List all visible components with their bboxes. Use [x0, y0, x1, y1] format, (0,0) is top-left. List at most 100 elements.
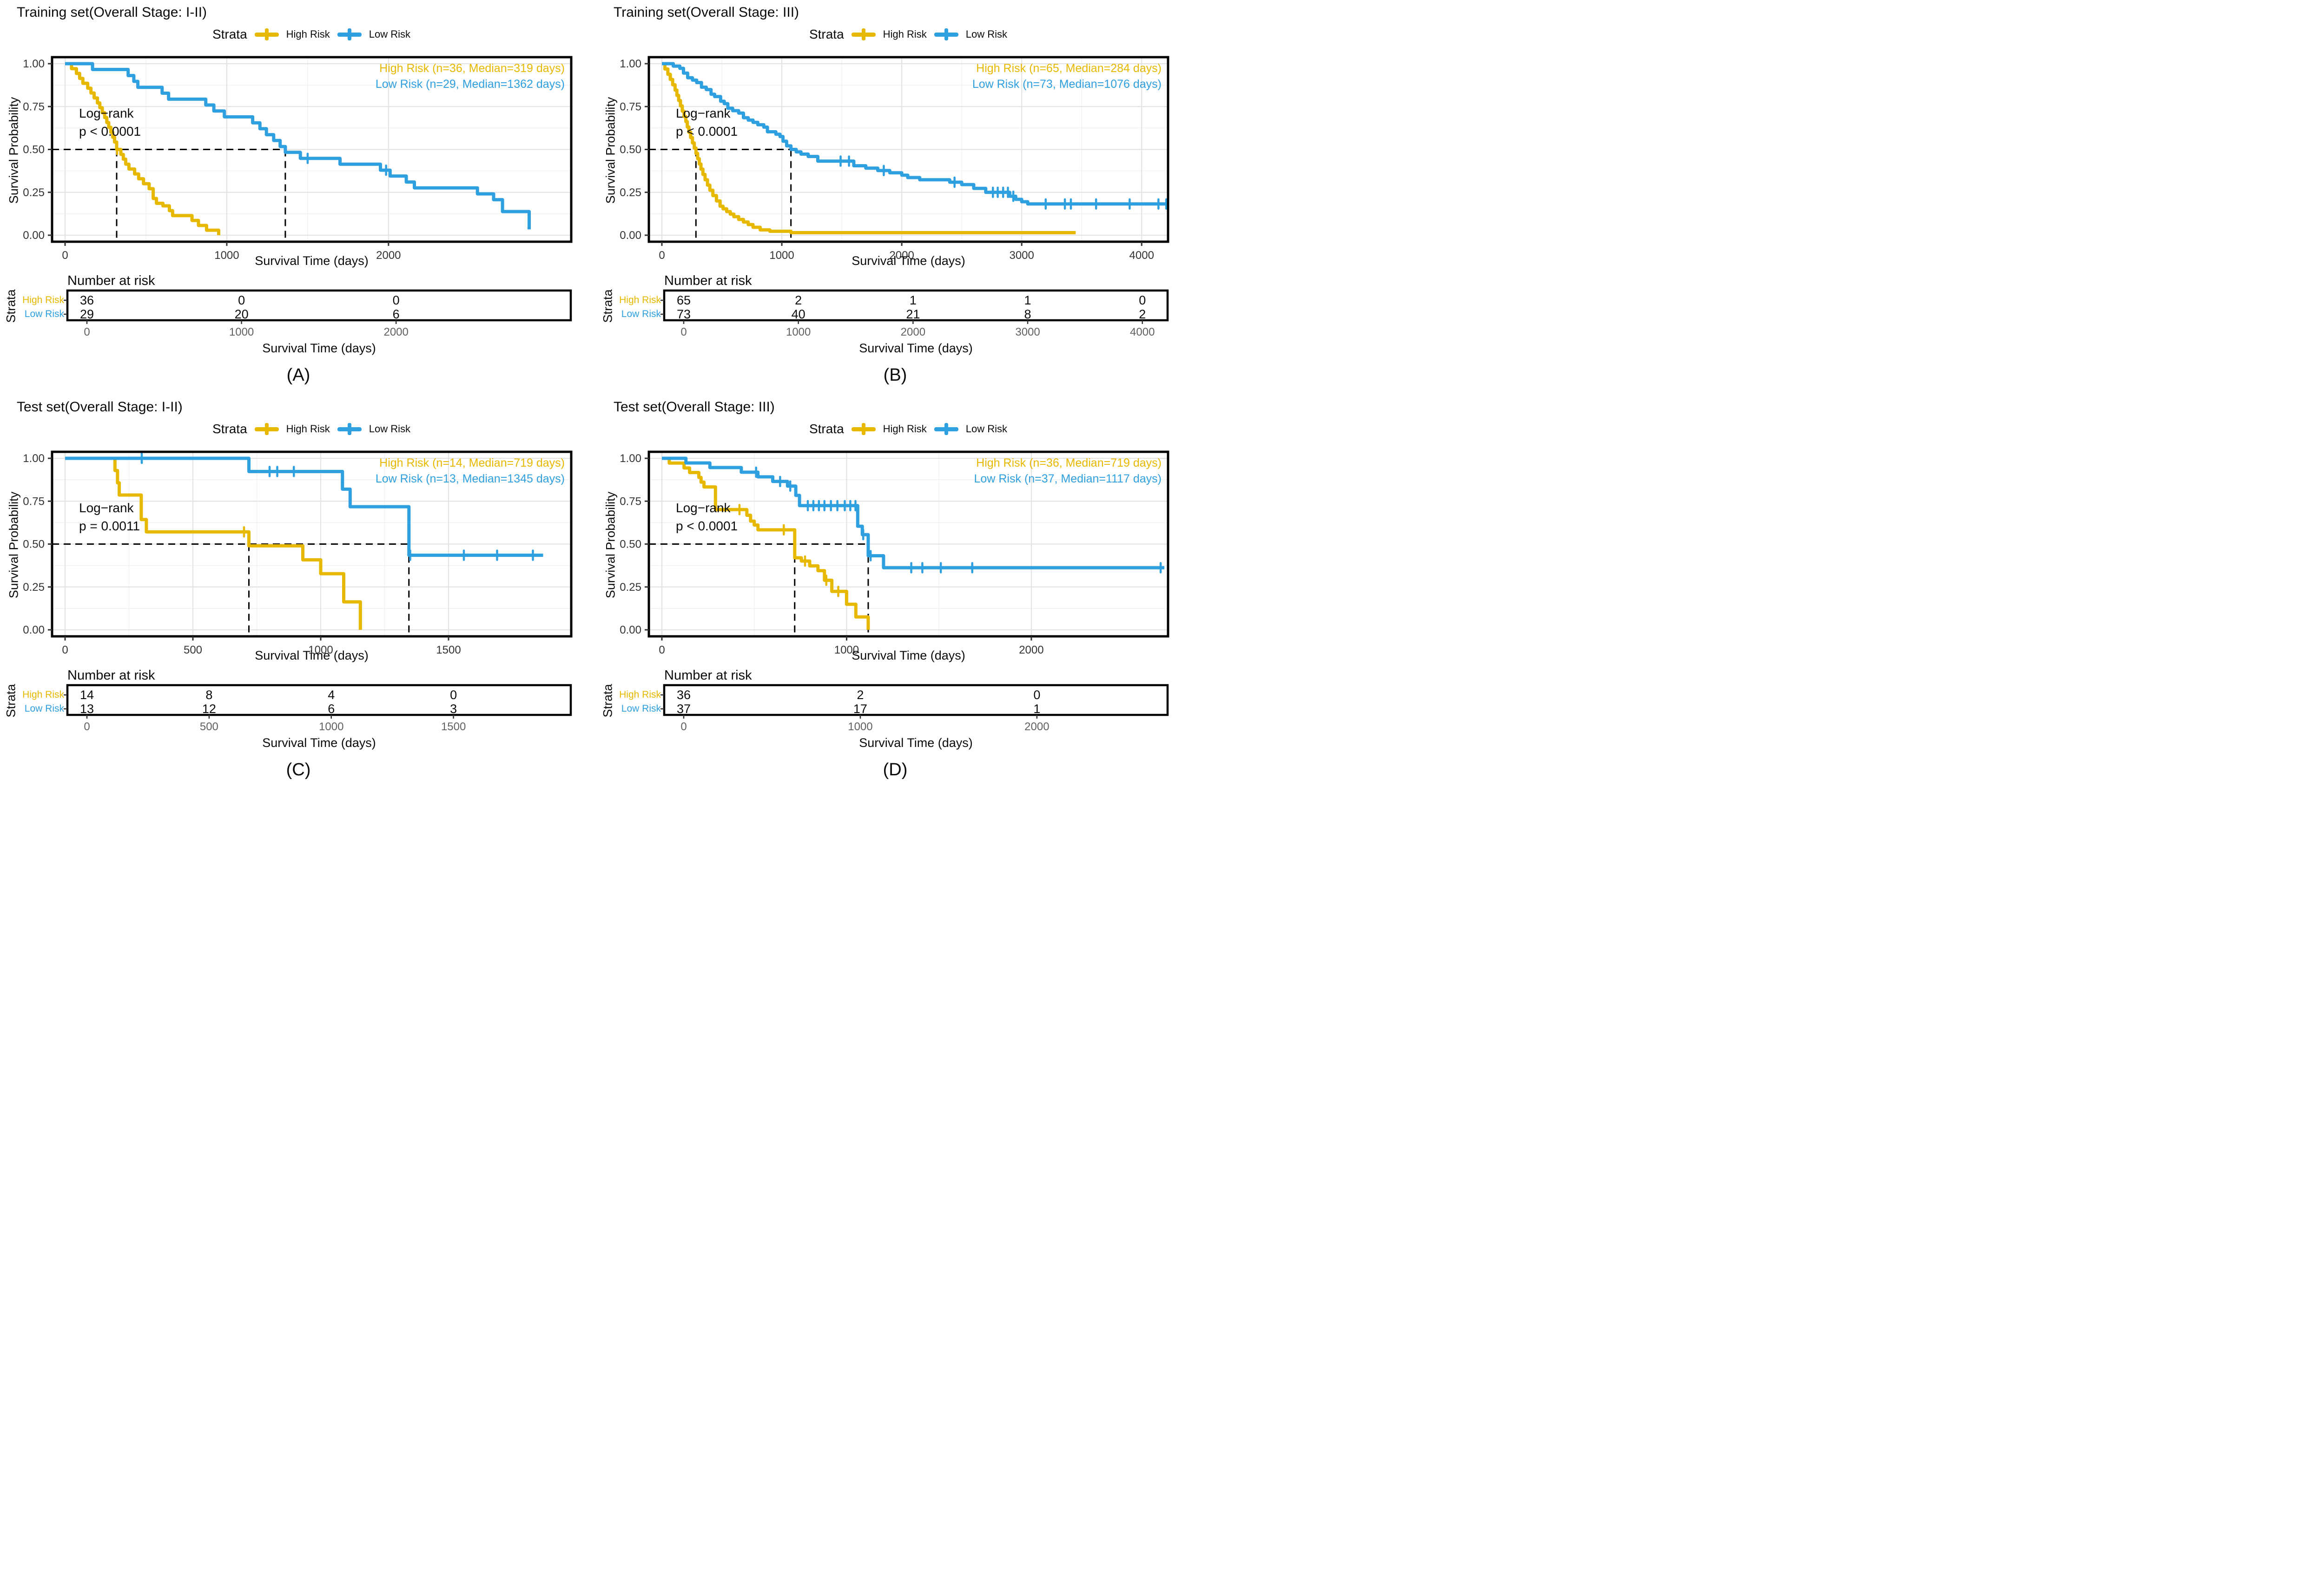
- panel-letter: (C): [286, 760, 311, 780]
- risk-x-tick-label: 1000: [848, 720, 872, 733]
- high-risk-legend-key-icon: [254, 27, 279, 41]
- risk-x-axis-label: Survival Time (days): [262, 341, 376, 355]
- x-tick-label: 1000: [214, 249, 239, 262]
- x-tick-label: 0: [62, 249, 68, 262]
- risk-row-label-low: Low Risk: [24, 309, 64, 319]
- risk-x-tick-label: 2000: [901, 326, 925, 338]
- risk-row-label-high: High Risk: [22, 689, 64, 700]
- risk-count-value: 2: [857, 688, 864, 702]
- risk-table-frame: [663, 684, 1169, 716]
- x-tick-label: 1000: [834, 644, 859, 656]
- median-annotations: High Risk (n=14, Median=719 days) Low Ri…: [376, 455, 565, 487]
- panel-letter: (A): [286, 365, 310, 385]
- logrank-annotation: Log−rank p = 0.0011: [79, 499, 140, 535]
- y-tick-label: 1.00: [23, 452, 45, 465]
- risk-count-value: 37: [677, 702, 691, 716]
- y-tick-label: 0.25: [23, 581, 45, 594]
- legend-title: Strata: [809, 422, 844, 436]
- x-axis-label: Survival Time (days): [852, 648, 965, 662]
- risk-count-value: 13: [80, 702, 94, 716]
- x-tick-label: 1500: [436, 644, 461, 656]
- risk-count-value: 1: [1033, 702, 1040, 716]
- risk-count-value: 6: [393, 307, 400, 321]
- risk-x-tick-label: 1000: [229, 326, 254, 338]
- logrank-pvalue: p < 0.0001: [676, 519, 738, 533]
- x-axis-label: Survival Time (days): [255, 254, 369, 268]
- high-risk-legend-key-icon: [851, 422, 876, 436]
- risk-row-label-high: High Risk: [22, 295, 64, 305]
- risk-x-tick-label: 2000: [1024, 720, 1049, 733]
- high-risk-median-annotation: High Risk (n=36, Median=719 days): [976, 456, 1162, 469]
- y-tick-label: 0.00: [23, 624, 45, 636]
- risk-count-value: 65: [677, 293, 691, 307]
- median-annotations: High Risk (n=36, Median=319 days) Low Ri…: [376, 60, 565, 92]
- logrank-annotation: Log−rank p < 0.0001: [79, 104, 141, 140]
- y-tick-label: 0.75: [620, 100, 641, 113]
- risk-x-tick-label: 0: [84, 326, 90, 338]
- risk-count-value: 6: [328, 702, 335, 716]
- risk-x-tick-label: 3000: [1015, 326, 1040, 338]
- logrank-pvalue: p < 0.0001: [79, 124, 141, 139]
- km-figure-page: Training set(Overall Stage: I-II) Strata…: [0, 0, 1194, 789]
- panel-title: Test set(Overall Stage: I-II): [17, 399, 183, 415]
- legend-title: Strata: [212, 422, 247, 436]
- risk-row-label-low: Low Risk: [621, 703, 661, 714]
- panel-letter: (D): [883, 760, 908, 780]
- y-tick-label: 0.25: [620, 581, 641, 594]
- risk-x-axis-label: Survival Time (days): [859, 341, 973, 355]
- low-risk-median-annotation: Low Risk (n=29, Median=1362 days): [375, 78, 565, 91]
- y-tick-label: 0.00: [620, 624, 641, 636]
- y-tick-label: 0.50: [23, 144, 45, 156]
- risk-count-value: 2: [795, 293, 802, 307]
- legend: Strata High Risk Low Risk: [212, 422, 410, 436]
- risk-row-label-high: High Risk: [619, 295, 661, 305]
- x-tick-label: 2000: [376, 249, 401, 262]
- risk-table-frame: [66, 289, 572, 322]
- legend: Strata High Risk Low Risk: [809, 422, 1007, 436]
- x-tick-label: 2000: [1019, 644, 1043, 656]
- logrank-pvalue: p < 0.0001: [676, 124, 738, 139]
- y-tick-label: 1.00: [620, 58, 641, 70]
- risk-row-label-high: High Risk: [619, 689, 661, 700]
- x-tick-label: 0: [659, 249, 665, 262]
- risk-x-tick-label: 2000: [383, 326, 408, 338]
- risk-table-frame: [66, 684, 572, 716]
- x-tick-label: 0: [659, 644, 665, 656]
- low-risk-legend-key-icon: [337, 422, 362, 436]
- risk-table-heading: Number at risk: [664, 668, 752, 683]
- risk-x-tick-label: 1000: [319, 720, 343, 733]
- high-risk-legend-key-icon: [254, 422, 279, 436]
- high-risk-survival-curve: [65, 456, 362, 630]
- panel-b: Training set(Overall Stage: III) Strata …: [597, 0, 1194, 395]
- risk-count-value: 17: [853, 702, 867, 716]
- logrank-label: Log−rank: [79, 106, 134, 120]
- y-tick-label: 0.00: [620, 229, 641, 242]
- panel-letter: (B): [883, 365, 907, 385]
- x-tick-label: 500: [184, 644, 202, 656]
- low-risk-survival-curve: [662, 62, 1168, 206]
- risk-count-value: 0: [450, 688, 457, 702]
- risk-count-value: 0: [238, 293, 245, 307]
- legend-label-low-risk: Low Risk: [369, 28, 411, 40]
- y-tick-label: 0.75: [23, 495, 45, 508]
- risk-count-value: 1: [1024, 293, 1031, 307]
- low-risk-survival-curve: [662, 456, 1165, 569]
- risk-count-value: 12: [202, 702, 216, 716]
- legend-label-low-risk: Low Risk: [965, 423, 1008, 435]
- y-tick-label: 0.75: [620, 495, 641, 508]
- y-tick-label: 1.00: [23, 58, 45, 70]
- y-tick-label: 1.00: [620, 452, 641, 465]
- x-tick-label: 1000: [308, 644, 333, 656]
- risk-count-value: 40: [792, 307, 805, 321]
- legend: Strata High Risk Low Risk: [212, 27, 410, 42]
- risk-count-value: 0: [1033, 688, 1040, 702]
- risk-count-value: 4: [328, 688, 335, 702]
- low-risk-legend-key-icon: [934, 422, 958, 436]
- risk-x-tick-label: 0: [680, 326, 687, 338]
- risk-count-value: 20: [235, 307, 249, 321]
- y-tick-label: 0.25: [23, 186, 45, 199]
- x-tick-label: 4000: [1129, 249, 1154, 262]
